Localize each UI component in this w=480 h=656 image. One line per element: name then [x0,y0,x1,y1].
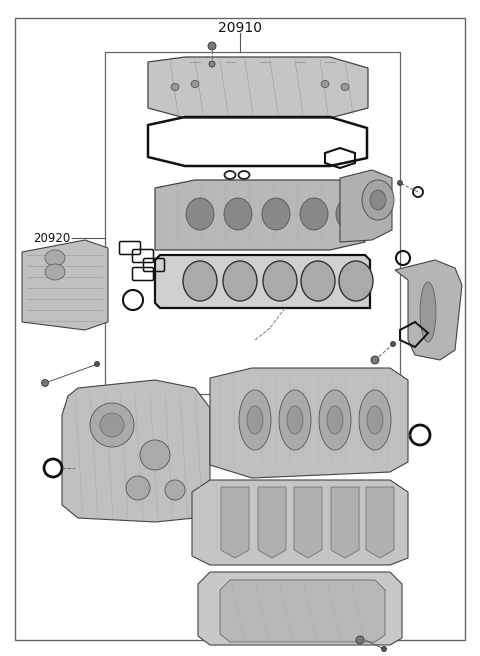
Ellipse shape [362,180,394,220]
Ellipse shape [336,198,364,230]
Ellipse shape [327,406,343,434]
Polygon shape [340,170,392,242]
Ellipse shape [95,361,99,367]
Ellipse shape [224,198,252,230]
Ellipse shape [371,356,379,364]
Ellipse shape [90,403,134,447]
Polygon shape [294,487,322,558]
Ellipse shape [45,264,65,280]
Ellipse shape [391,342,396,346]
Ellipse shape [420,282,436,342]
Ellipse shape [171,83,179,91]
Polygon shape [22,240,108,330]
Ellipse shape [319,390,351,450]
Ellipse shape [247,406,263,434]
Ellipse shape [208,42,216,50]
Ellipse shape [359,390,391,450]
Ellipse shape [339,261,373,301]
Polygon shape [198,572,402,645]
Ellipse shape [183,261,217,301]
Ellipse shape [140,440,170,470]
Text: 20910: 20910 [218,21,262,35]
Polygon shape [210,368,408,478]
Ellipse shape [300,198,328,230]
Ellipse shape [367,406,383,434]
Ellipse shape [209,61,215,67]
Bar [105,52,400,394]
Polygon shape [221,487,249,558]
Polygon shape [258,487,286,558]
Polygon shape [155,255,370,308]
Ellipse shape [287,406,303,434]
Polygon shape [395,260,462,360]
Polygon shape [192,480,408,565]
Ellipse shape [279,390,311,450]
Ellipse shape [356,636,364,644]
Polygon shape [220,580,385,642]
Ellipse shape [186,198,214,230]
Polygon shape [62,380,210,522]
Ellipse shape [397,180,403,186]
Ellipse shape [370,190,386,210]
Ellipse shape [301,261,335,301]
Ellipse shape [239,390,271,450]
Ellipse shape [45,250,65,266]
Text: 20920: 20920 [34,232,71,245]
Polygon shape [366,487,394,558]
Ellipse shape [165,480,185,500]
Ellipse shape [262,198,290,230]
Ellipse shape [126,476,150,500]
Polygon shape [331,487,359,558]
Ellipse shape [223,261,257,301]
Ellipse shape [341,83,349,91]
Polygon shape [155,180,365,250]
Ellipse shape [263,261,297,301]
Ellipse shape [191,81,199,87]
Ellipse shape [321,81,329,87]
Ellipse shape [100,413,124,437]
Ellipse shape [382,647,386,651]
Polygon shape [148,57,368,118]
Ellipse shape [41,380,48,386]
